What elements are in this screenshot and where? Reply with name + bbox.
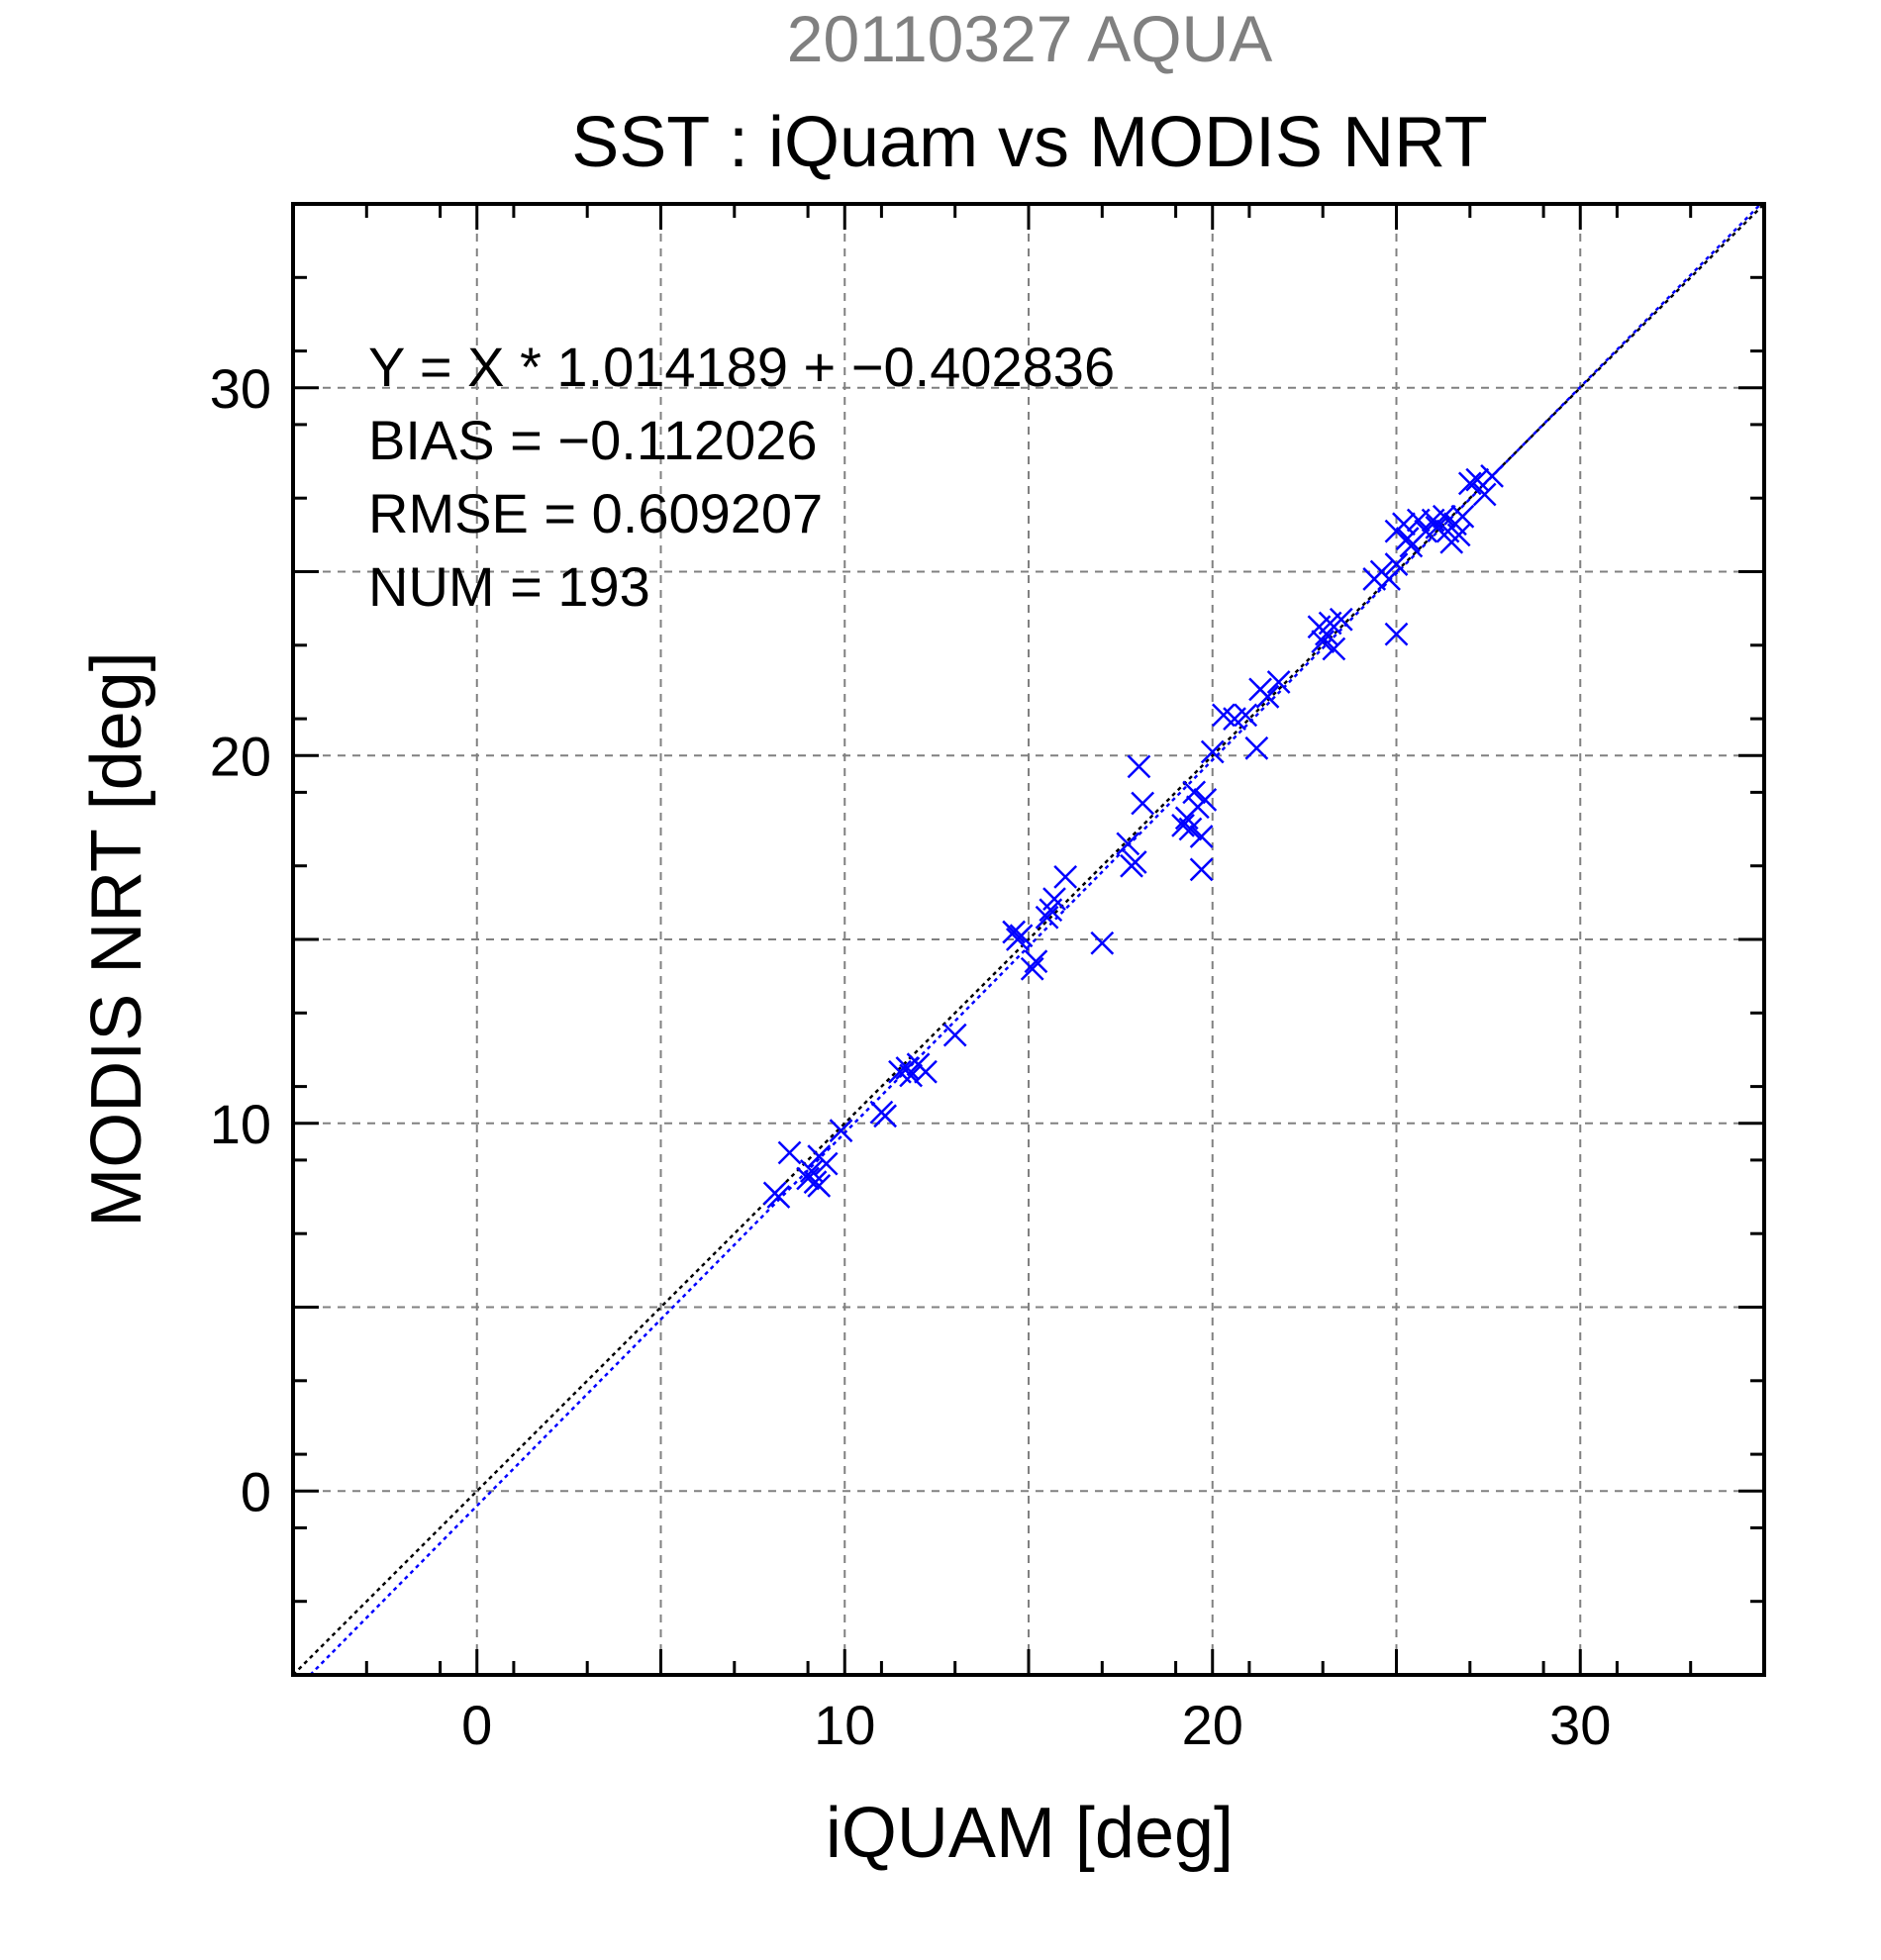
data-point	[1395, 527, 1420, 550]
data-point	[1024, 949, 1048, 974]
x-tick-label: 20	[1182, 1694, 1243, 1756]
y-tick-label: 0	[241, 1460, 271, 1522]
plot-frame	[291, 202, 1766, 1677]
data-point	[1053, 864, 1078, 889]
y-tick-label: 10	[210, 1093, 271, 1155]
data-point	[1189, 825, 1214, 848]
data-point	[1234, 703, 1258, 728]
data-point	[766, 1185, 791, 1209]
chart-title: SST : iQuam vs MODIS NRT	[571, 103, 1488, 182]
chart-subtitle: 20110327 AQUA	[787, 2, 1273, 75]
data-point	[1255, 684, 1280, 709]
axis-ticks	[291, 202, 1766, 1677]
data-point	[1450, 504, 1475, 529]
data-point	[1123, 850, 1147, 874]
x-tick-label: 0	[461, 1694, 492, 1756]
x-tick-label: 30	[1549, 1694, 1611, 1756]
data-point	[1322, 637, 1346, 661]
data-point	[1384, 552, 1409, 576]
data-point	[1432, 504, 1456, 529]
data-point	[1178, 817, 1203, 841]
data-points	[762, 464, 1504, 1209]
x-tick-label: 10	[814, 1694, 875, 1756]
data-point	[1182, 780, 1207, 805]
data-point	[873, 1104, 897, 1128]
data-point	[1465, 467, 1490, 492]
y-axis-label: MODIS NRT [deg]	[77, 651, 156, 1227]
data-point	[942, 1023, 967, 1047]
data-point	[1171, 813, 1195, 837]
data-point	[1002, 920, 1027, 944]
data-point	[1116, 832, 1140, 856]
data-point	[777, 1140, 802, 1165]
y-tick-labels: 0 10 20 30	[210, 357, 271, 1523]
data-point	[796, 1166, 820, 1191]
data-point	[1009, 924, 1034, 948]
data-point	[1377, 567, 1401, 591]
y-tick-label: 20	[210, 725, 271, 787]
data-point	[1446, 523, 1471, 547]
data-point	[814, 1151, 839, 1176]
data-point	[1131, 791, 1155, 816]
data-point	[1384, 622, 1409, 646]
fit-line	[309, 203, 1762, 1676]
identity-line	[292, 203, 1765, 1676]
data-point	[914, 1059, 938, 1084]
stats-annotation: NUM = 193	[368, 555, 650, 618]
y-tick-label: 30	[210, 357, 271, 420]
data-point	[1042, 887, 1066, 912]
data-point	[1035, 905, 1059, 930]
data-point	[1480, 464, 1504, 488]
data-point	[829, 1119, 853, 1143]
data-point	[1329, 607, 1353, 632]
data-point	[1127, 754, 1151, 779]
data-point	[1311, 630, 1336, 653]
data-point	[1193, 787, 1218, 812]
data-point	[1472, 482, 1497, 507]
x-axis-label: iQUAM [deg]	[826, 1794, 1234, 1873]
data-point	[1457, 471, 1482, 496]
data-point	[1189, 857, 1214, 882]
data-point	[1392, 512, 1416, 537]
stats-annotations: Y = X * 1.014189 + −0.402836 BIAS = −0.11…	[368, 336, 1115, 618]
data-point	[1090, 931, 1115, 955]
data-point	[1266, 670, 1291, 694]
data-point	[1200, 739, 1225, 764]
x-tick-labels: 0 10 20 30	[461, 1694, 1611, 1756]
data-point	[1020, 956, 1044, 981]
data-point	[1244, 735, 1269, 760]
stats-annotation: BIAS = −0.112026	[368, 409, 818, 471]
data-point	[807, 1174, 832, 1198]
stats-annotation: RMSE = 0.609207	[368, 482, 823, 544]
stats-annotation: Y = X * 1.014189 + −0.402836	[368, 336, 1115, 398]
data-point	[899, 1063, 924, 1088]
reference-lines	[292, 203, 1765, 1676]
grid-lines	[293, 204, 1764, 1675]
